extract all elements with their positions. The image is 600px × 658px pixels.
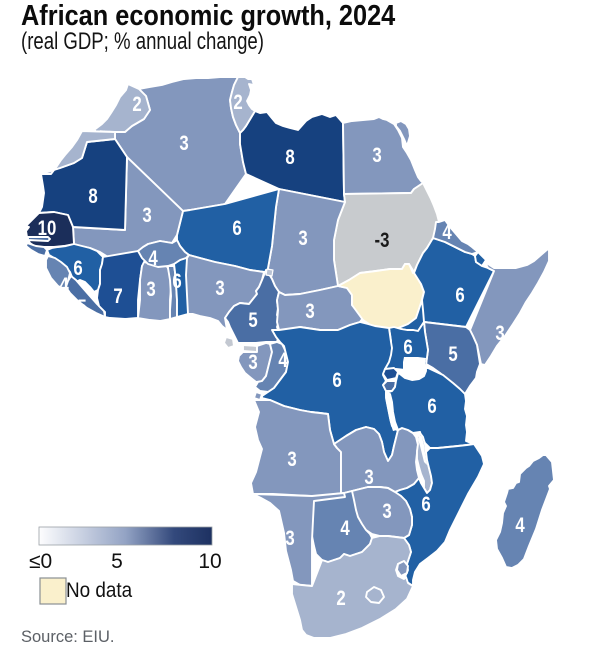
svg-text:6: 6: [172, 270, 181, 293]
svg-text:3: 3: [372, 144, 381, 167]
svg-text:3: 3: [382, 500, 391, 523]
svg-text:6: 6: [332, 369, 341, 392]
svg-text:10: 10: [38, 217, 57, 240]
svg-text:2: 2: [233, 91, 242, 114]
svg-text:≤0: ≤0: [29, 550, 52, 573]
svg-text:2: 2: [132, 93, 141, 116]
svg-text:3: 3: [179, 132, 188, 155]
svg-text:3: 3: [248, 351, 257, 374]
svg-text:4: 4: [442, 221, 452, 244]
svg-text:6: 6: [421, 493, 430, 516]
svg-text:3: 3: [298, 227, 307, 250]
svg-text:5: 5: [111, 550, 123, 573]
svg-text:-3: -3: [375, 229, 390, 252]
svg-text:3: 3: [215, 277, 224, 300]
svg-text:3: 3: [364, 466, 373, 489]
svg-text:4: 4: [148, 247, 158, 270]
svg-text:8: 8: [88, 185, 97, 208]
svg-text:10: 10: [198, 550, 221, 573]
svg-text:6: 6: [403, 336, 412, 359]
svg-text:3: 3: [142, 204, 151, 227]
svg-text:3: 3: [305, 300, 314, 323]
svg-text:6: 6: [427, 395, 436, 418]
svg-text:5: 5: [248, 309, 258, 332]
svg-text:3: 3: [146, 278, 155, 301]
svg-text:5: 5: [77, 296, 87, 319]
svg-text:5: 5: [448, 343, 458, 366]
svg-text:3: 3: [495, 322, 504, 345]
svg-text:6: 6: [455, 284, 464, 307]
svg-text:No data: No data: [66, 579, 133, 602]
svg-text:3: 3: [287, 448, 296, 471]
svg-text:8: 8: [285, 146, 294, 169]
svg-text:6: 6: [73, 257, 82, 280]
svg-text:4: 4: [340, 517, 350, 540]
svg-text:7: 7: [113, 285, 122, 308]
svg-text:2: 2: [336, 587, 345, 610]
svg-text:4: 4: [278, 349, 288, 372]
svg-text:6: 6: [232, 217, 241, 240]
svg-text:4: 4: [515, 514, 525, 537]
svg-text:4: 4: [59, 274, 69, 297]
svg-text:3: 3: [285, 527, 294, 550]
